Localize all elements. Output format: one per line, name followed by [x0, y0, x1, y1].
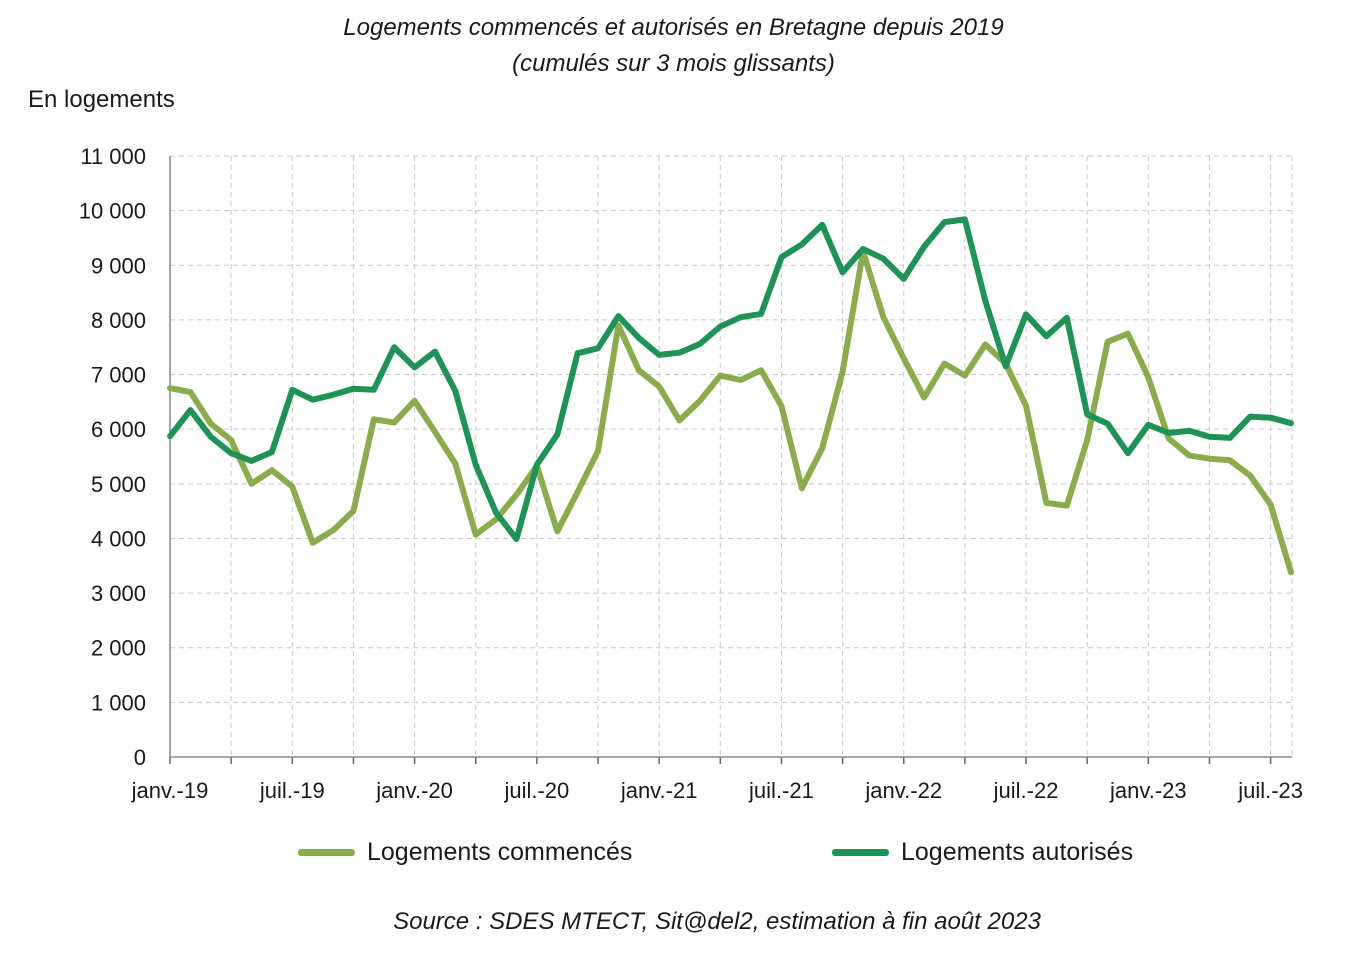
y-tick-label: 10 000 — [79, 199, 146, 224]
y-tick-label: 2 000 — [91, 636, 146, 661]
x-tick-label: juil.-19 — [259, 778, 325, 803]
y-axis-label: En logements — [28, 86, 175, 113]
y-tick-label: 4 000 — [91, 526, 146, 551]
y-tick-label: 3 000 — [91, 581, 146, 606]
y-tick-label: 1 000 — [91, 690, 146, 715]
x-tick-label: janv.-20 — [375, 778, 453, 803]
x-tick-label: juil.-23 — [1237, 778, 1303, 803]
x-tick-label: janv.-23 — [1109, 778, 1187, 803]
x-tick-label: juil.-20 — [503, 778, 569, 803]
x-tick-label: juil.-21 — [748, 778, 814, 803]
y-tick-label: 7 000 — [91, 363, 146, 388]
y-tick-label: 5 000 — [91, 472, 146, 497]
legend-item-commences: Logements commencés — [298, 838, 632, 867]
legend-swatch-autorises — [832, 849, 889, 856]
y-tick-label: 11 000 — [80, 144, 146, 169]
legend-swatch-commences — [298, 849, 355, 856]
y-tick-label: 8 000 — [91, 308, 146, 333]
chart-title: Logements commencés et autorisés en Bret… — [343, 14, 1004, 41]
legend-item-autorises: Logements autorisés — [832, 838, 1133, 867]
x-tick-label: juil.-22 — [993, 778, 1059, 803]
source-note: Source : SDES MTECT, Sit@del2, estimatio… — [393, 908, 1041, 935]
x-tick-label: janv.-21 — [620, 778, 698, 803]
series-line-commences — [167, 248, 1294, 576]
legend-label-autorises: Logements autorisés — [901, 838, 1134, 866]
series-line-autorises — [167, 216, 1294, 542]
y-tick-label: 0 — [134, 745, 146, 770]
x-tick-label: janv.-22 — [864, 778, 942, 803]
x-tick-label: janv.-19 — [131, 778, 209, 803]
y-tick-label: 9 000 — [91, 253, 146, 278]
legend-label-commences: Logements commencés — [367, 838, 633, 866]
y-tick-label: 6 000 — [91, 417, 146, 442]
chart-subtitle: (cumulés sur 3 mois glissants) — [512, 50, 835, 77]
